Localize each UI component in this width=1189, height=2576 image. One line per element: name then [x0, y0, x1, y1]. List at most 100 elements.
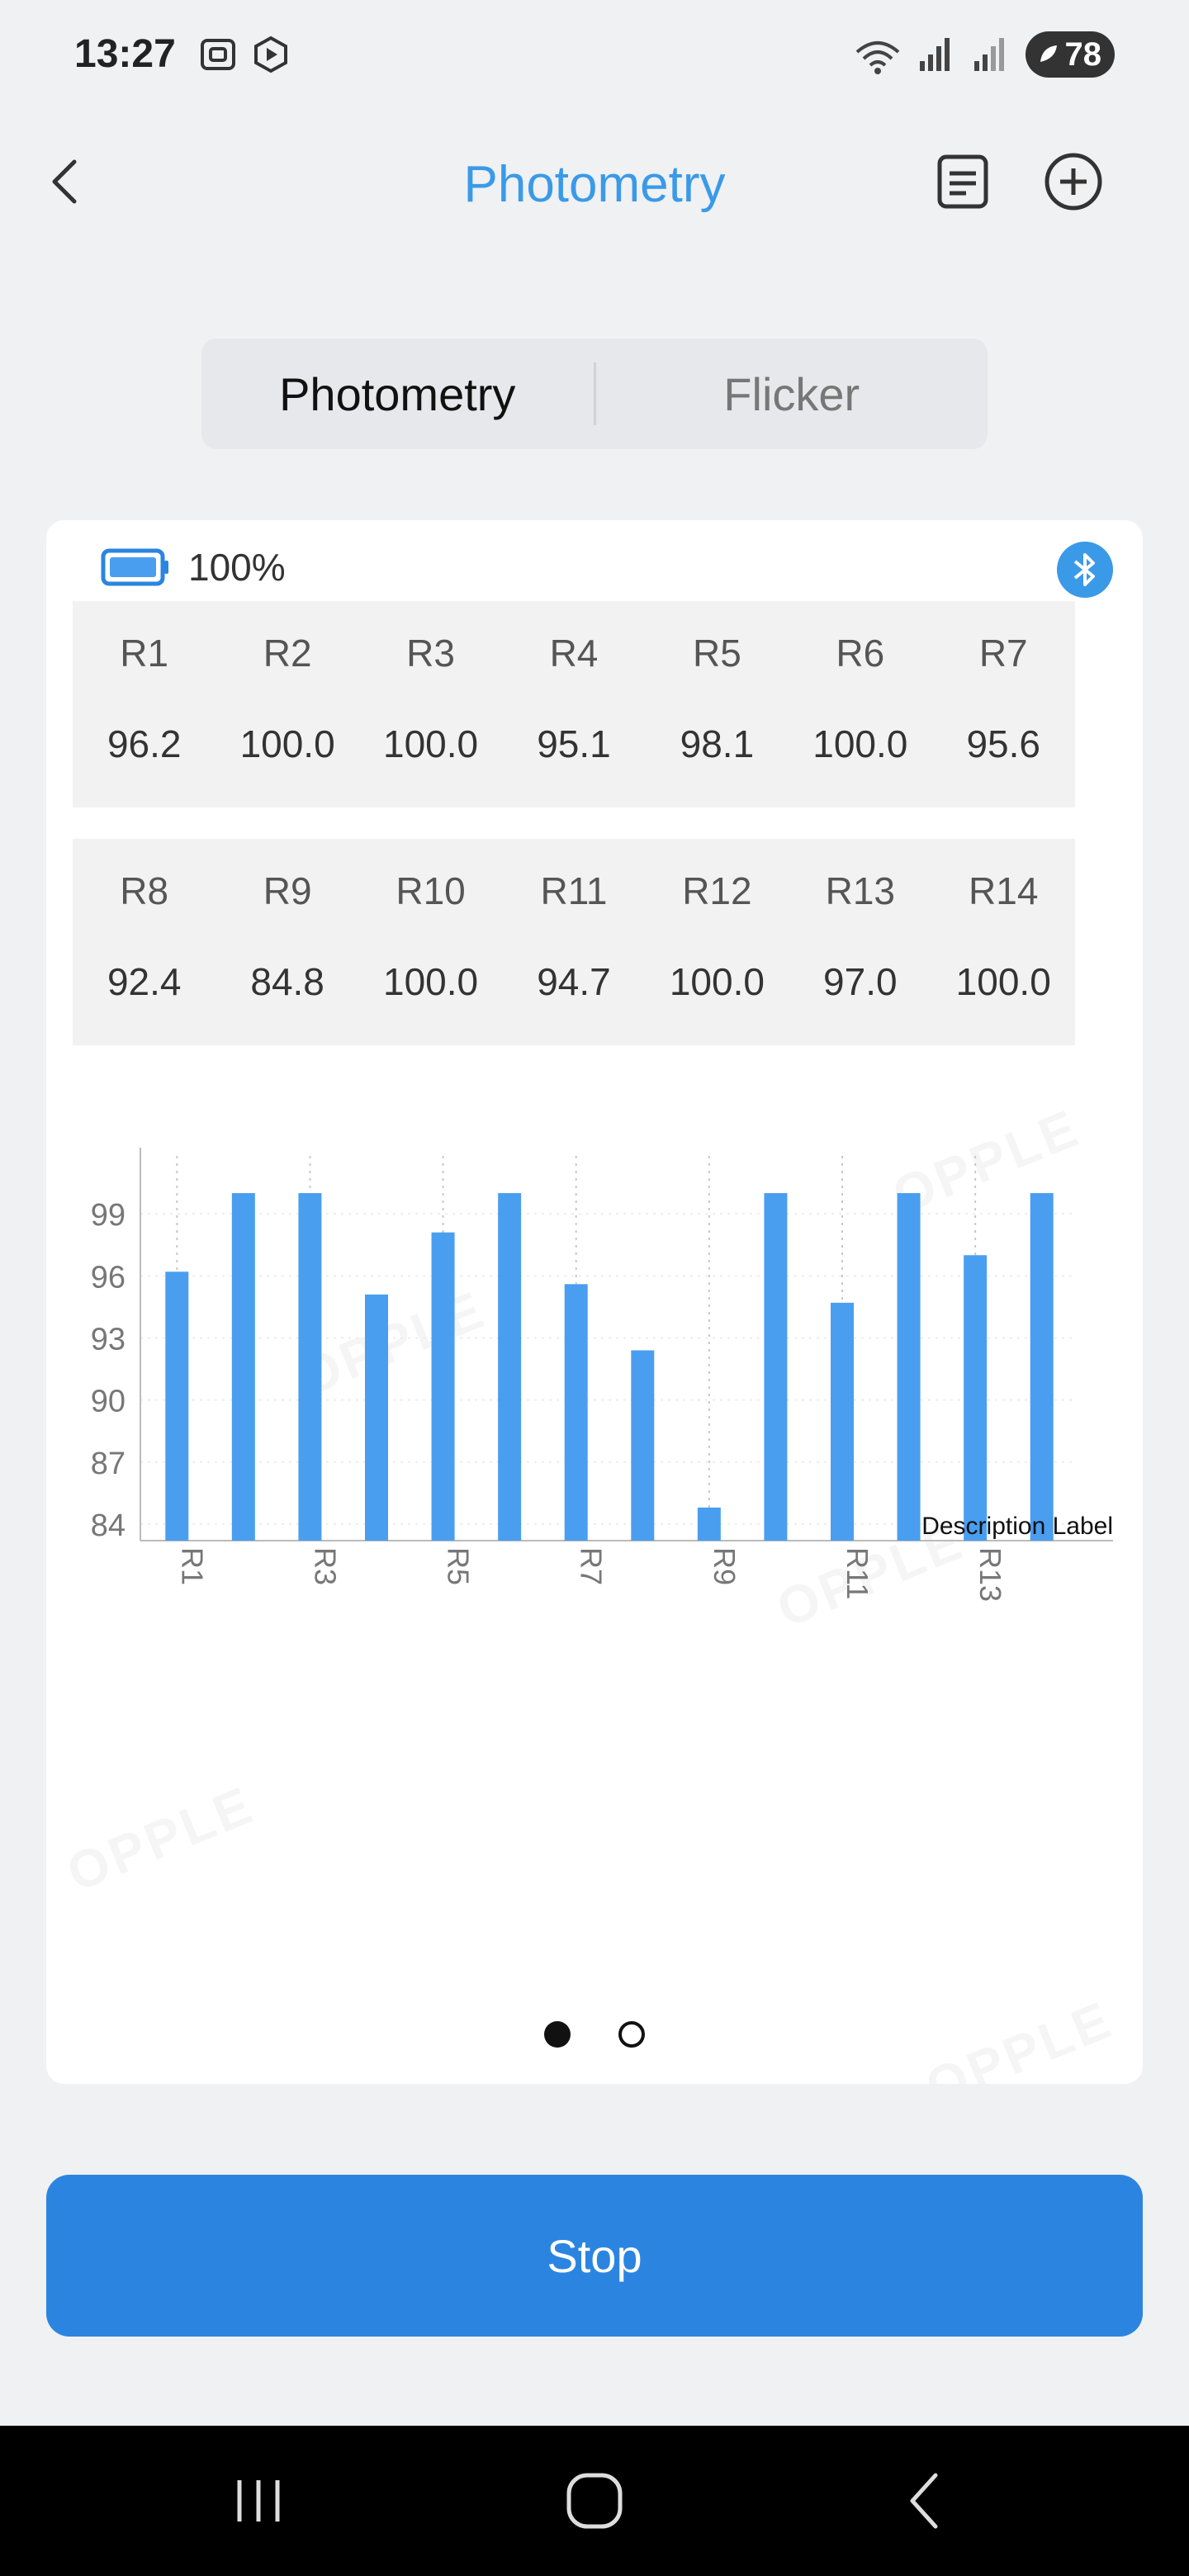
page-indicator	[46, 2021, 1143, 2048]
r-label: R13	[825, 869, 896, 912]
r-value: 100.0	[382, 960, 479, 1003]
r-label: R7	[978, 632, 1028, 675]
bar-r9	[697, 1507, 721, 1541]
bar-r5	[431, 1232, 455, 1541]
bar-r1	[165, 1271, 189, 1541]
r-label: R3	[406, 632, 455, 675]
r-cell: R1 96.2	[73, 601, 216, 807]
y-tick-label: 84	[91, 1508, 126, 1543]
x-tick-label: R7	[575, 1547, 609, 1585]
r-value: 84.8	[250, 960, 324, 1003]
r-cell: R13 97.0	[789, 839, 931, 1045]
y-tick-label: 99	[91, 1198, 126, 1233]
r-cell: R6 100.0	[789, 601, 931, 807]
bar-r3	[298, 1193, 322, 1541]
tab-photometry[interactable]: Photometry	[279, 367, 516, 420]
x-tick-label: R9	[708, 1547, 741, 1585]
signal-icon	[919, 38, 950, 71]
r-cell: R7 95.6	[932, 601, 1075, 807]
r-label: R14	[969, 869, 1039, 912]
signal-icon	[973, 38, 1004, 71]
bar-r7	[564, 1284, 588, 1541]
bar-r13	[964, 1255, 988, 1541]
r-value: 100.0	[812, 722, 908, 765]
page-dot-active[interactable]	[544, 2021, 571, 2048]
r-cell: R4 95.1	[502, 601, 645, 807]
r-cell: R3 100.0	[359, 601, 502, 807]
bar-r11	[831, 1302, 854, 1541]
bar-r8	[631, 1350, 655, 1541]
r-values-table-1: R1 96.2 R2 100.0 R3 100.0 R4 95.1 R5 98.1 R6 100.0 R…	[73, 601, 1075, 807]
r-cell: R2 100.0	[216, 601, 358, 807]
plus-circle-icon[interactable]	[1040, 149, 1106, 215]
r-value: 98.1	[680, 722, 755, 765]
stop-button[interactable]: Stop	[46, 2175, 1143, 2337]
y-tick-label: 87	[91, 1447, 126, 1481]
page-dot[interactable]	[618, 2021, 645, 2048]
chart-description-label: Description Label	[921, 1513, 1113, 1540]
mode-tabs: Photometry Flicker	[201, 339, 988, 449]
status-bar: 13:27	[0, 0, 1189, 107]
x-tick-label: R1	[175, 1547, 209, 1585]
recents-icon[interactable]	[221, 2464, 296, 2538]
record-icon	[254, 36, 287, 73]
r-value: 92.4	[107, 960, 182, 1003]
x-tick-label: R11	[841, 1547, 874, 1599]
r-cell: R9 84.8	[216, 839, 358, 1045]
status-icons-left	[198, 35, 291, 74]
y-tick-label: 93	[91, 1322, 126, 1357]
page-title: Photometry	[463, 156, 726, 213]
r-label: R2	[263, 632, 312, 675]
r-value: 100.0	[239, 722, 335, 765]
y-tick-label: 96	[91, 1260, 126, 1295]
bar-r12	[897, 1193, 921, 1541]
bar-r6	[498, 1193, 522, 1541]
r-cell: R8 92.4	[73, 839, 216, 1045]
home-icon[interactable]	[557, 2464, 632, 2538]
y-tick-label: 90	[91, 1385, 126, 1419]
r-cell: R14 100.0	[932, 839, 1075, 1045]
battery-indicator: 78	[1025, 31, 1115, 78]
device-battery: 100%	[101, 545, 286, 590]
r-value: 100.0	[382, 722, 479, 765]
r-label: R12	[682, 869, 752, 912]
watermark: OPPLE	[59, 1773, 263, 1903]
r-label: R9	[263, 869, 312, 912]
r-value: 100.0	[669, 960, 765, 1003]
battery-level: 78	[1064, 36, 1102, 73]
r-label: R6	[836, 632, 885, 675]
bar-r10	[764, 1193, 788, 1541]
r-value: 95.1	[537, 722, 611, 765]
r-cell: R11 94.7	[502, 839, 645, 1045]
back-icon[interactable]	[888, 2464, 962, 2538]
bar-r4	[365, 1294, 388, 1541]
battery-icon	[1040, 45, 1057, 62]
r-value: 95.6	[966, 722, 1040, 765]
r-value: 96.2	[107, 722, 182, 765]
r-cell: R12 100.0	[646, 839, 789, 1045]
r-label: R5	[692, 632, 741, 675]
screenshot-icon	[201, 39, 235, 70]
r-cell: R10 100.0	[359, 839, 502, 1045]
tab-flicker[interactable]: Flicker	[723, 367, 860, 420]
chart-svg: 84 87 90 93 96 99 R1 R3 R5 R7 R9 R11 R13 Description …	[91, 1148, 1113, 1602]
cri-bar-chart: 84 87 90 93 96 99 R1 R3 R5 R7 R9 R11 R13 Description …	[46, 1148, 1143, 1726]
bluetooth-icon[interactable]	[1057, 542, 1113, 598]
list-icon[interactable]	[930, 149, 996, 215]
device-battery-icon	[101, 548, 168, 586]
r-value: 100.0	[955, 960, 1051, 1003]
r-value: 94.7	[537, 960, 611, 1003]
status-icons-right: 78	[854, 31, 1115, 78]
r-label: R4	[549, 632, 599, 675]
tab-divider	[593, 362, 596, 425]
x-tick-label: R13	[973, 1547, 1007, 1602]
measurement-card: OPPLE OPPLE OPPLE OPPLE OPPLE 100% R196.…	[46, 520, 1143, 2084]
bar-r2	[231, 1193, 255, 1541]
r-label: R11	[540, 869, 608, 912]
r-values-table-2: R8 92.4 R9 84.8 R10 100.0 R11 94.7 R12 100.0 R13 97…	[73, 839, 1075, 1045]
bar-r14	[1030, 1193, 1054, 1541]
status-time: 13:27	[74, 32, 176, 76]
x-tick-label: R3	[308, 1547, 342, 1585]
r-label: R10	[396, 869, 466, 912]
chevron-left-icon[interactable]	[33, 149, 99, 215]
